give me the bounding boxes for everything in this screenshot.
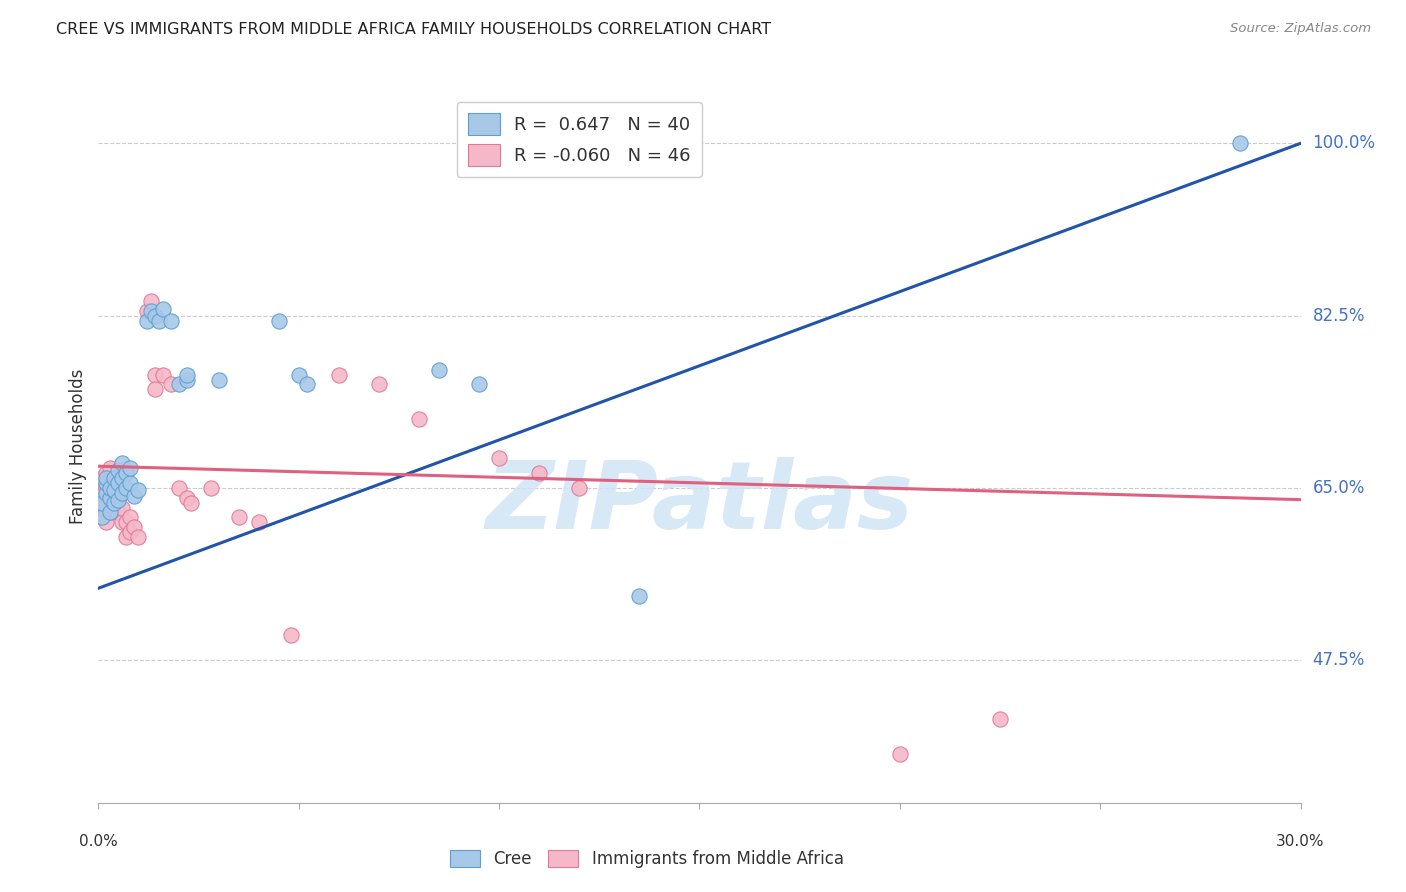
Point [176,373,198,387]
Point [148,313,170,327]
Point [427,362,450,376]
Point [228,510,250,524]
Point [176,491,198,505]
Y-axis label: Family Households: Family Households [69,368,87,524]
Point [120,461,142,475]
Point [167,481,190,495]
Point [91,495,114,509]
Text: 82.5%: 82.5% [1313,307,1365,325]
Point [100,481,122,495]
Point [152,301,174,316]
Point [107,463,129,477]
Point [107,505,129,519]
Point [96,485,118,500]
Point [139,303,162,318]
Point [143,383,166,397]
Point [368,377,391,392]
Point [628,589,651,603]
Point [135,313,157,327]
Point [1229,136,1251,151]
Point [103,495,125,509]
Point [115,481,138,495]
Legend: Cree, Immigrants from Middle Africa: Cree, Immigrants from Middle Africa [443,843,851,875]
Point [100,491,122,505]
Point [488,451,510,466]
Point [103,495,125,509]
Point [107,475,129,490]
Text: ZIPatlas: ZIPatlas [485,457,914,549]
Text: 65.0%: 65.0% [1313,479,1365,497]
Point [103,471,125,485]
Point [529,466,551,480]
Point [143,368,166,382]
Text: Source: ZipAtlas.com: Source: ZipAtlas.com [1230,22,1371,36]
Point [988,712,1011,726]
Point [96,471,118,485]
Point [100,505,122,519]
Point [107,491,129,505]
Point [96,466,118,480]
Point [91,500,114,515]
Point [468,377,491,392]
Point [128,530,150,544]
Text: 100.0%: 100.0% [1313,135,1375,153]
Point [111,456,134,470]
Point [124,489,146,503]
Point [120,510,142,524]
Point [180,495,202,509]
Point [96,516,118,530]
Point [295,377,318,392]
Point [135,303,157,318]
Point [159,377,181,392]
Point [208,373,231,387]
Point [889,747,911,761]
Point [103,485,125,500]
Point [100,475,122,490]
Text: 0.0%: 0.0% [79,834,118,849]
Point [568,481,591,495]
Point [111,516,134,530]
Point [200,481,222,495]
Point [280,628,302,642]
Point [328,368,350,382]
Point [115,466,138,480]
Point [143,309,166,323]
Point [176,368,198,382]
Text: 47.5%: 47.5% [1313,651,1365,669]
Text: CREE VS IMMIGRANTS FROM MIDDLE AFRICA FAMILY HOUSEHOLDS CORRELATION CHART: CREE VS IMMIGRANTS FROM MIDDLE AFRICA FA… [56,22,772,37]
Point [115,516,138,530]
Point [111,485,134,500]
Point [91,471,114,485]
Point [247,516,270,530]
Point [91,510,114,524]
Point [100,461,122,475]
Point [267,313,290,327]
Point [288,368,311,382]
Point [91,485,114,500]
Point [152,368,174,382]
Point [103,483,125,497]
Point [96,475,118,490]
Point [100,491,122,505]
Point [96,500,118,515]
Point [167,377,190,392]
Point [128,483,150,497]
Point [139,293,162,308]
Point [111,500,134,515]
Legend: R =  0.647   N = 40, R = -0.060   N = 46: R = 0.647 N = 40, R = -0.060 N = 46 [457,102,702,177]
Point [96,481,118,495]
Point [100,505,122,519]
Point [120,475,142,490]
Point [111,471,134,485]
Point [103,471,125,485]
Text: 30.0%: 30.0% [1277,834,1324,849]
Point [408,412,430,426]
Point [107,492,129,507]
Point [124,520,146,534]
Point [115,530,138,544]
Point [120,525,142,540]
Point [159,313,181,327]
